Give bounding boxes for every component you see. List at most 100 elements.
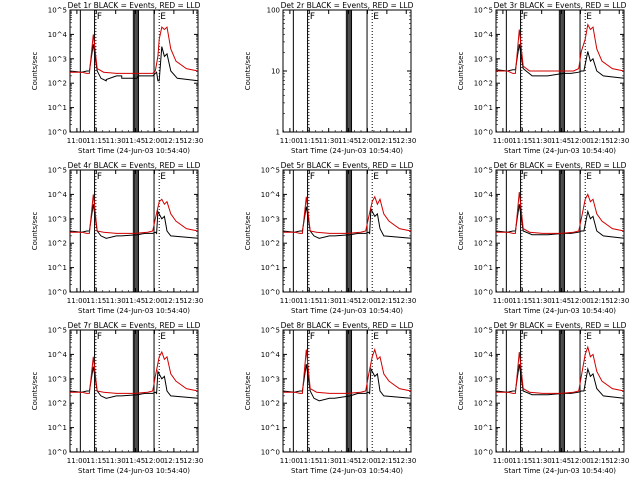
y-tick-label: 10^1 xyxy=(474,264,493,272)
y-tick-label: 10^2 xyxy=(474,240,493,248)
x-axis-title: Start Time (24-Jun-03 10:54:40) xyxy=(504,467,616,475)
x-tick-label: 12:15 xyxy=(590,137,610,145)
y-tick-label: 10^4 xyxy=(261,191,281,199)
y-tick-label: 10^5 xyxy=(474,167,493,175)
y-tick-label: 10^2 xyxy=(48,80,67,88)
marker-label: E xyxy=(373,332,379,342)
y-tick-label: 10^4 xyxy=(474,351,494,359)
x-tick-label: 12:30 xyxy=(396,137,416,145)
y-tick-label: 10^4 xyxy=(48,191,68,199)
y-tick-label: 10^3 xyxy=(48,215,67,223)
y-tick-label: 10^5 xyxy=(48,167,67,175)
x-tick-label: 11:00 xyxy=(493,457,513,465)
x-tick-label: 11:15 xyxy=(512,457,532,465)
x-tick-label: 12:00 xyxy=(144,297,164,305)
y-tick-label: 10^0 xyxy=(261,289,280,297)
x-tick-label: 11:45 xyxy=(551,137,571,145)
series-line-lld xyxy=(283,347,412,394)
x-tick-label: 11:30 xyxy=(532,297,552,305)
series-line-lld xyxy=(496,191,625,234)
y-tick-label: 10^4 xyxy=(48,351,68,359)
y-tick-label: 10^0 xyxy=(48,129,67,137)
x-tick-label: 12:00 xyxy=(144,137,164,145)
y-tick-label: 10^5 xyxy=(474,327,493,335)
x-tick-label: 12:00 xyxy=(357,137,377,145)
y-tick-label: 10^1 xyxy=(261,424,280,432)
marker-label: F xyxy=(310,12,315,22)
y-tick-label: 10^3 xyxy=(48,55,67,63)
x-axis-title: Start Time (24-Jun-03 10:54:40) xyxy=(78,467,190,475)
y-axis-title: Counts/sec xyxy=(244,212,252,251)
detector-panel-3: F E 10^0 10^1 10^2 10^3 10^4 10^5 11:00 11:15 11:3… xyxy=(457,1,629,155)
marker-label: F xyxy=(310,332,315,342)
marker-label: E xyxy=(373,12,379,22)
y-tick-label: 10^2 xyxy=(261,240,280,248)
x-tick-label: 12:30 xyxy=(183,457,203,465)
y-tick-label: 10^4 xyxy=(48,31,68,39)
x-axis-title: Start Time (24-Jun-03 10:54:40) xyxy=(78,307,190,315)
x-tick-label: 11:00 xyxy=(67,297,87,305)
panel-title: Det 6r BLACK = Events, RED = LLD xyxy=(494,161,627,170)
y-axis-title: Counts/sec xyxy=(31,52,39,91)
y-axis-title: Counts/sec xyxy=(31,212,39,251)
x-tick-label: 11:30 xyxy=(106,457,126,465)
marker-label: F xyxy=(97,172,102,182)
marker-label: E xyxy=(586,12,592,22)
x-tick-label: 12:00 xyxy=(570,457,590,465)
y-tick-label: 10^3 xyxy=(474,375,493,383)
x-tick-label: 11:45 xyxy=(125,297,145,305)
x-tick-label: 11:45 xyxy=(338,457,358,465)
y-tick-label: 10^2 xyxy=(48,400,67,408)
y-tick-label: 10^0 xyxy=(474,129,493,137)
x-tick-label: 12:15 xyxy=(164,457,184,465)
x-tick-label: 12:30 xyxy=(609,297,629,305)
y-tick-label: 10^2 xyxy=(474,80,493,88)
y-tick-label: 10^2 xyxy=(261,400,280,408)
marker-label: F xyxy=(523,12,528,22)
y-tick-label: 10^1 xyxy=(48,264,67,272)
marker-label: E xyxy=(373,172,379,182)
x-tick-label: 11:30 xyxy=(532,457,552,465)
series-line-lld xyxy=(70,26,199,74)
plot-frame xyxy=(282,9,412,133)
x-tick-label: 11:15 xyxy=(512,297,532,305)
x-tick-label: 11:00 xyxy=(280,297,300,305)
x-axis-title: Start Time (24-Jun-03 10:54:40) xyxy=(504,307,616,315)
y-axis-title: Counts/sec xyxy=(31,372,39,411)
y-tick-label: 10^2 xyxy=(48,240,67,248)
y-tick-label: 10^0 xyxy=(474,449,493,457)
marker-label: F xyxy=(97,12,102,22)
detector-panel-4: F E 10^0 10^1 10^2 10^3 10^4 10^5 11:00 11:15 11:3… xyxy=(31,161,203,315)
x-tick-label: 11:45 xyxy=(551,297,571,305)
series-line-lld xyxy=(283,195,412,234)
x-tick-label: 11:30 xyxy=(319,137,339,145)
x-tick-label: 12:15 xyxy=(377,457,397,465)
series-line-lld xyxy=(496,23,625,74)
y-tick-label: 10^0 xyxy=(48,289,67,297)
x-tick-label: 12:30 xyxy=(396,297,416,305)
panel-title: Det 7r BLACK = Events, RED = LLD xyxy=(68,321,201,330)
y-tick-label: 10^3 xyxy=(261,375,280,383)
y-tick-label: 10^3 xyxy=(48,375,67,383)
x-tick-label: 11:15 xyxy=(86,457,106,465)
x-axis-title: Start Time (24-Jun-03 10:54:40) xyxy=(291,467,403,475)
panel-title: Det 2r BLACK = Events, RED = LLD xyxy=(281,1,414,10)
y-tick-label: 10^5 xyxy=(261,327,280,335)
x-tick-label: 11:00 xyxy=(280,457,300,465)
y-tick-label: 10^3 xyxy=(474,55,493,63)
marker-label: E xyxy=(160,12,166,22)
y-tick-label: 10 xyxy=(271,68,280,76)
panel-title: Det 4r BLACK = Events, RED = LLD xyxy=(68,161,201,170)
x-tick-label: 11:45 xyxy=(338,297,358,305)
detector-panel-7: F E 10^0 10^1 10^2 10^3 10^4 10^5 11:00 11:15 11:3… xyxy=(31,321,203,475)
x-tick-label: 11:30 xyxy=(319,297,339,305)
x-tick-label: 11:00 xyxy=(493,137,513,145)
x-tick-label: 11:30 xyxy=(106,137,126,145)
x-tick-label: 11:45 xyxy=(551,457,571,465)
marker-label: E xyxy=(160,332,166,342)
x-tick-label: 12:00 xyxy=(357,457,377,465)
x-tick-label: 12:15 xyxy=(590,457,610,465)
series-line-lld xyxy=(70,194,199,234)
x-tick-label: 12:15 xyxy=(377,137,397,145)
